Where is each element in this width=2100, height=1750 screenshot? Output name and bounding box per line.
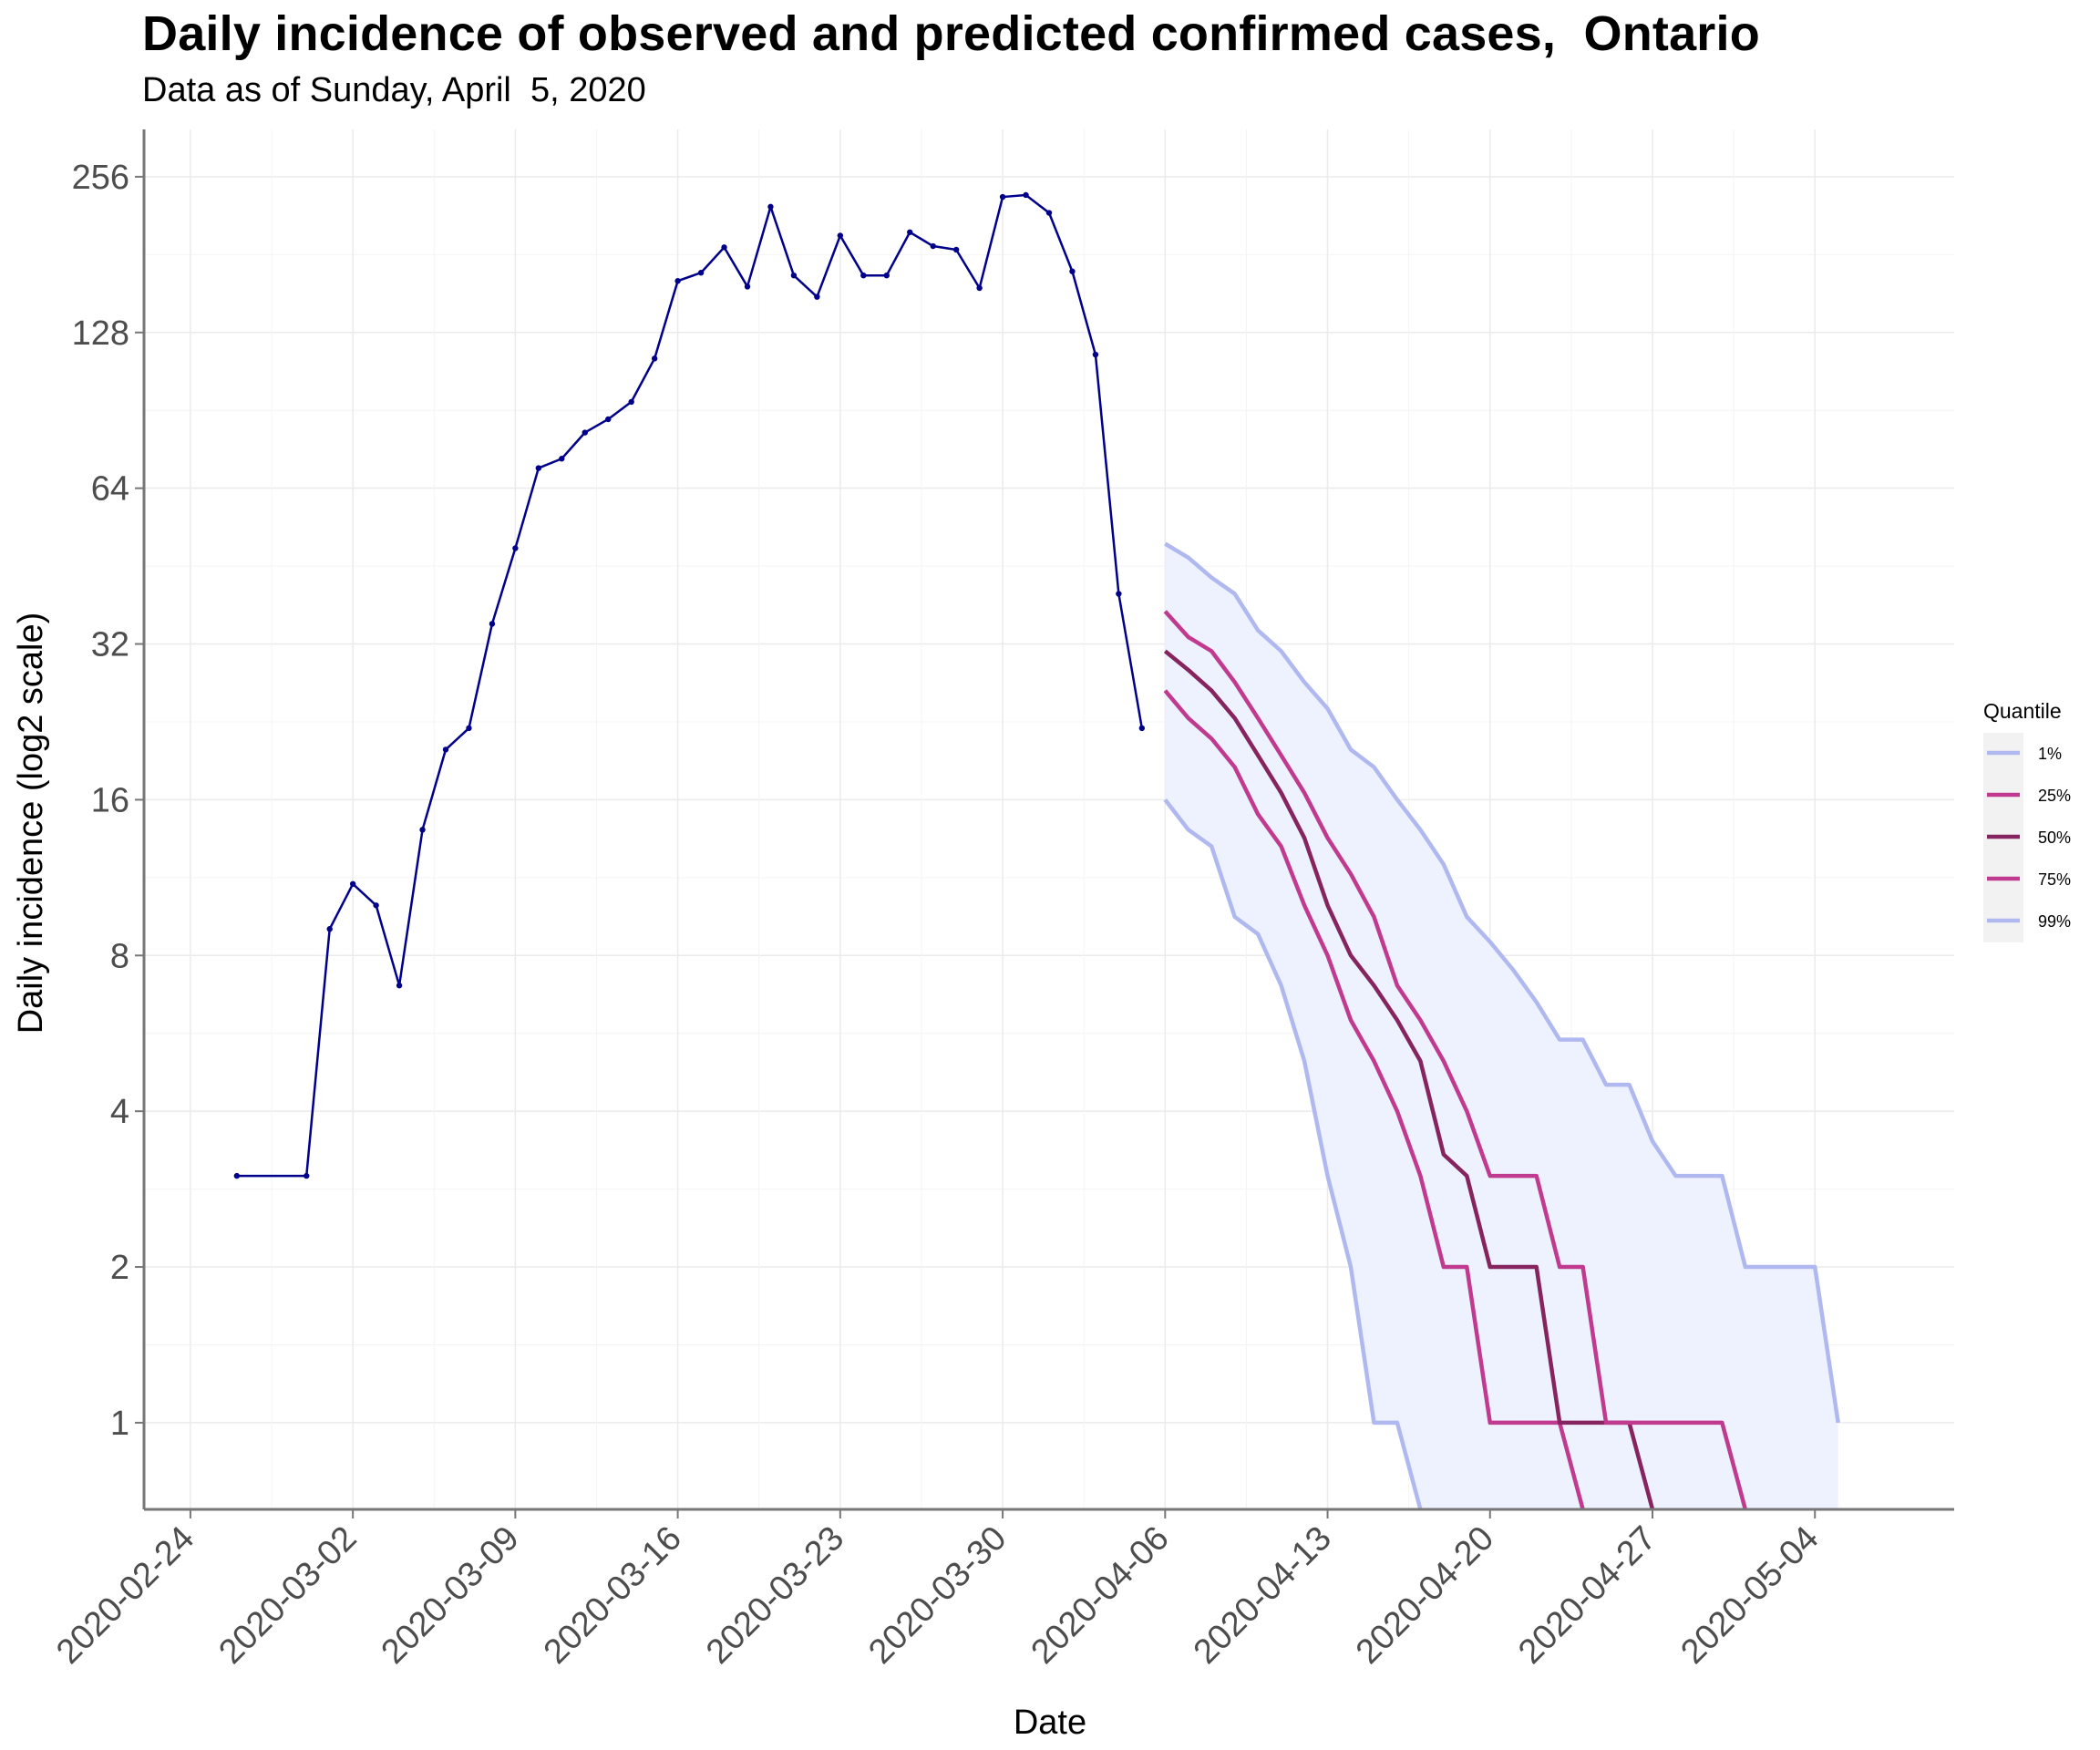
x-tick-label: 2020-05-04 — [1673, 1519, 1826, 1672]
observed-point — [1069, 268, 1076, 274]
x-tick-label: 2020-03-02 — [211, 1519, 364, 1672]
quantile-line-99pct — [1164, 541, 1840, 1424]
observed-point — [697, 270, 705, 276]
prediction-band — [1165, 543, 1838, 1509]
y-tick-label: 256 — [72, 159, 129, 197]
x-tick-label: 2020-02-24 — [49, 1519, 201, 1672]
observed-point — [512, 545, 519, 551]
legend: Quantile 1% 25% 50% 75% 99% — [1983, 699, 2071, 942]
observed-point — [582, 429, 588, 436]
observed-point — [999, 193, 1006, 201]
observed-point — [1116, 591, 1122, 597]
legend-label: 50% — [2038, 829, 2071, 847]
observed-point — [674, 278, 681, 284]
y-tick-label: 1 — [110, 1405, 129, 1443]
observed-point — [442, 746, 449, 753]
x-tick-label: 2020-04-27 — [1511, 1519, 1663, 1672]
legend-label: 99% — [2038, 912, 2071, 931]
observed-point — [419, 827, 426, 833]
observed-point — [1138, 725, 1146, 732]
legend-label: 25% — [2038, 787, 2071, 805]
observed-point — [790, 272, 798, 279]
x-tick-label: 2020-03-09 — [375, 1519, 527, 1672]
y-tick-label: 64 — [91, 470, 129, 509]
observed-point — [233, 1172, 241, 1179]
x-tick-label: 2020-03-23 — [699, 1519, 851, 1672]
observed-line — [236, 193, 1144, 1178]
y-tick-label: 16 — [91, 781, 129, 819]
x-tick-label: 2020-03-16 — [537, 1519, 689, 1672]
observed-point — [744, 283, 751, 290]
observed-point — [1045, 210, 1053, 216]
y-tick-label: 2 — [110, 1249, 129, 1287]
observed-point — [837, 232, 844, 239]
observed-point — [628, 398, 634, 406]
quantile-line-50pct — [1163, 649, 1655, 1509]
observed-point — [976, 284, 983, 292]
observed-point — [304, 1172, 310, 1179]
observed-point — [489, 621, 496, 627]
quantile-line-75pct — [1163, 610, 1748, 1509]
observed-point — [860, 272, 867, 279]
chart-subtitle: Data as of Sunday, April 5, 2020 — [142, 71, 646, 109]
observed-point — [721, 244, 727, 251]
quantile-line-1pct — [1163, 798, 1423, 1509]
x-tick-label: 2020-04-13 — [1187, 1519, 1339, 1672]
observed-point — [605, 416, 612, 423]
legend-label: 75% — [2038, 870, 2071, 889]
observed-point — [952, 246, 960, 253]
legend-label: 1% — [2038, 745, 2062, 763]
observed-point — [535, 465, 542, 471]
quantile-line-25pct — [1163, 689, 1585, 1509]
y-axis-title: Daily incidence (log2 scale) — [12, 612, 50, 1035]
y-tick-label: 32 — [91, 626, 129, 664]
observed-point — [559, 456, 565, 462]
x-tick-label: 2020-03-30 — [861, 1519, 1014, 1672]
chart-title: Daily incidence of observed and predicte… — [142, 6, 1760, 61]
x-tick-label: 2020-04-06 — [1024, 1519, 1177, 1672]
observed-point — [883, 272, 890, 279]
observed-point — [326, 926, 333, 932]
quantile-band — [1165, 543, 1838, 1509]
observed-point — [814, 293, 820, 300]
observed-point — [651, 355, 658, 362]
legend-title: Quantile — [1983, 699, 2062, 723]
observed-point — [373, 902, 379, 909]
observed-point — [930, 242, 936, 250]
predicted-series — [1163, 541, 1840, 1509]
x-tick-label: 2020-04-20 — [1349, 1519, 1501, 1672]
x-axis-title: Date — [1014, 1704, 1086, 1742]
observed-point — [767, 203, 774, 211]
observed-point — [907, 229, 913, 235]
observed-point — [1023, 191, 1029, 199]
y-tick-label: 8 — [110, 937, 129, 975]
observed-point — [349, 880, 356, 887]
y-tick-label: 128 — [72, 314, 129, 353]
observed-point — [396, 983, 403, 989]
observed-point — [466, 725, 472, 732]
y-tick-label: 4 — [110, 1093, 129, 1131]
observed-series — [233, 191, 1146, 1179]
observed-point — [1092, 351, 1099, 358]
